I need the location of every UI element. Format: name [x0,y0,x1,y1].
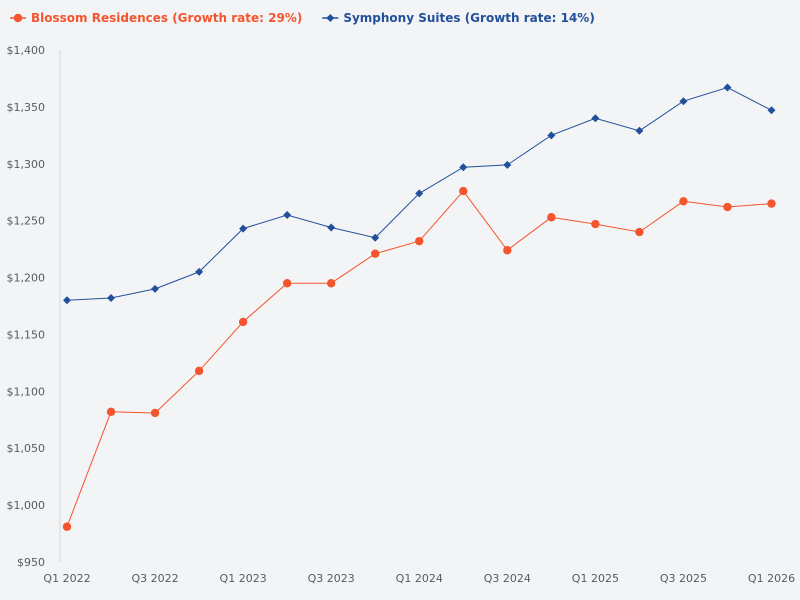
data-point[interactable] [371,249,380,258]
y-axis-ticks: $950 $1,000 $1,050 $1,100 $1,150 $1,200 $1,250… [7,44,46,569]
y-tick-label: $1,250 [7,215,46,228]
series-1 [63,83,776,305]
data-point[interactable] [767,106,776,115]
legend-label: Symphony Suites (Growth rate: 14%) [343,11,595,25]
x-tick-label: Q1 2023 [220,572,267,585]
legend-label: Blossom Residences (Growth rate: 29%) [31,11,302,25]
data-point[interactable] [635,227,644,237]
data-point[interactable] [371,233,380,242]
legend: Blossom Residences (Growth rate: 29%) Sym… [10,11,595,25]
data-point[interactable] [415,236,424,246]
y-tick-label: $1,350 [7,101,46,114]
data-point[interactable] [282,279,292,288]
y-tick-label: $1,050 [7,442,46,455]
data-point[interactable] [591,114,600,123]
data-point[interactable] [239,224,248,233]
data-point[interactable] [503,160,512,169]
y-tick-label: $1,400 [7,44,46,57]
x-tick-label: Q3 2022 [131,572,178,585]
data-point[interactable] [723,202,732,212]
y-tick-label: $1,100 [7,385,46,398]
legend-item[interactable]: Blossom Residences (Growth rate: 29%) [10,11,302,25]
data-point[interactable] [194,366,204,376]
data-point[interactable] [107,294,116,303]
x-tick-label: Q3 2025 [660,572,707,585]
data-point[interactable] [62,522,72,531]
data-point[interactable] [459,163,468,172]
data-point[interactable] [326,279,336,288]
data-point[interactable] [195,267,204,276]
data-point[interactable] [723,83,732,92]
series-layer [62,83,776,531]
data-point[interactable] [459,186,468,196]
x-tick-label: Q1 2024 [396,572,443,585]
data-point[interactable] [547,131,556,140]
data-point[interactable] [635,126,644,135]
data-point[interactable] [679,97,688,106]
y-tick-label: $1,200 [7,272,46,285]
series-0 [62,186,776,531]
x-tick-label: Q1 2022 [43,572,90,585]
data-point[interactable] [679,197,688,206]
legend-item[interactable]: Symphony Suites (Growth rate: 14%) [322,11,595,25]
data-point[interactable] [283,210,292,219]
data-point[interactable] [150,408,160,418]
data-point[interactable] [151,284,160,293]
data-point[interactable] [547,213,556,222]
data-point[interactable] [238,317,248,327]
data-point[interactable] [415,189,424,198]
y-tick-label: $1,000 [7,499,46,512]
y-tick-label: $950 [17,556,45,569]
data-point[interactable] [63,296,71,305]
data-point[interactable] [503,246,512,255]
x-tick-label: Q1 2026 [748,572,795,585]
x-tick-label: Q3 2024 [484,572,531,585]
legend-marker [326,14,335,22]
x-tick-label: Q3 2023 [308,572,355,585]
data-point[interactable] [327,223,336,232]
x-axis-ticks: Q1 2022 Q3 2022 Q1 2023 Q3 2023 Q1 2024 Q3 20… [43,572,795,585]
y-tick-label: $1,150 [7,328,46,341]
y-tick-label: $1,300 [7,158,46,171]
data-point[interactable] [106,407,116,417]
legend-marker [13,13,23,23]
data-point[interactable] [767,199,776,208]
x-tick-label: Q1 2025 [572,572,619,585]
data-point[interactable] [591,219,600,229]
